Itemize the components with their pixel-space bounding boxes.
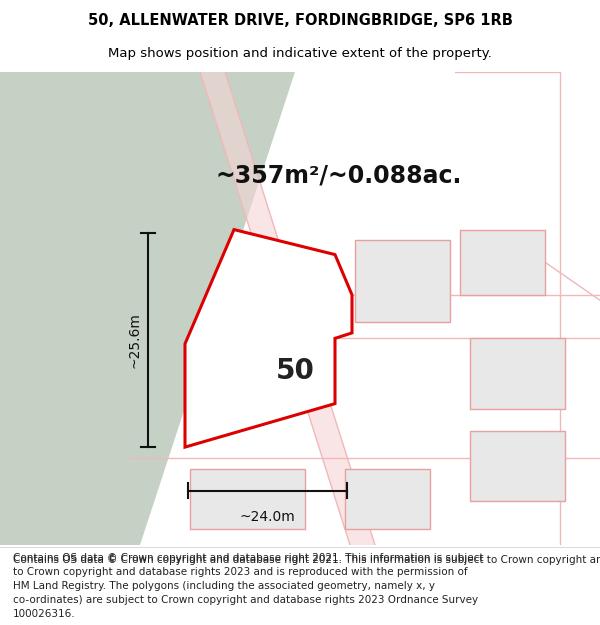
Polygon shape bbox=[185, 229, 352, 447]
Text: Contains OS data © Crown copyright and database right 2021. This information is : Contains OS data © Crown copyright and d… bbox=[13, 553, 484, 563]
Text: Contains OS data © Crown copyright and database right 2021. This information is : Contains OS data © Crown copyright and d… bbox=[13, 554, 600, 564]
Bar bbox=[355, 241, 450, 322]
Bar bbox=[345, 469, 430, 529]
Bar bbox=[470, 431, 565, 501]
Bar bbox=[460, 229, 545, 295]
Text: Map shows position and indicative extent of the property.: Map shows position and indicative extent… bbox=[108, 48, 492, 61]
Text: 100026316.: 100026316. bbox=[13, 609, 76, 619]
Text: ~24.0m: ~24.0m bbox=[239, 510, 295, 524]
Polygon shape bbox=[0, 72, 295, 545]
Bar bbox=[220, 328, 305, 398]
Bar bbox=[470, 338, 565, 409]
Text: 50, ALLENWATER DRIVE, FORDINGBRIDGE, SP6 1RB: 50, ALLENWATER DRIVE, FORDINGBRIDGE, SP6… bbox=[88, 12, 512, 28]
Bar bbox=[190, 469, 305, 529]
Text: ~357m²/~0.088ac.: ~357m²/~0.088ac. bbox=[215, 163, 461, 188]
Text: 50: 50 bbox=[275, 357, 314, 385]
Text: HM Land Registry. The polygons (including the associated geometry, namely x, y: HM Land Registry. The polygons (includin… bbox=[13, 581, 435, 591]
Polygon shape bbox=[200, 72, 375, 545]
Text: co-ordinates) are subject to Crown copyright and database rights 2023 Ordnance S: co-ordinates) are subject to Crown copyr… bbox=[13, 595, 478, 605]
Text: ~25.6m: ~25.6m bbox=[127, 312, 141, 368]
Text: to Crown copyright and database rights 2023 and is reproduced with the permissio: to Crown copyright and database rights 2… bbox=[13, 567, 468, 577]
